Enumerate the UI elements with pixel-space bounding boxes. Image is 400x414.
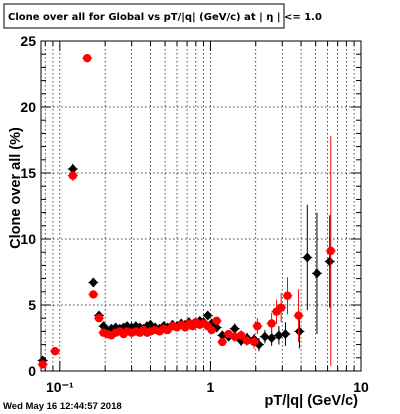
- marker: [50, 347, 60, 356]
- x-tick-label: 1: [207, 379, 215, 395]
- marker: [326, 246, 335, 256]
- marker: [294, 326, 304, 337]
- marker: [212, 316, 221, 326]
- y-tick-label: 25: [20, 33, 36, 49]
- marker: [249, 337, 259, 347]
- data-point: [259, 330, 270, 344]
- chart-title: Clone over all for Global vs pT/|q| (GeV…: [8, 12, 322, 23]
- axis-ticks: [41, 40, 362, 372]
- data-point: [252, 318, 263, 335]
- marker: [325, 256, 335, 267]
- data-point: [280, 322, 291, 346]
- data-point: [236, 330, 247, 341]
- y-tick-label: 0: [28, 363, 36, 379]
- marker: [88, 277, 98, 288]
- marker: [294, 311, 303, 320]
- data-point: [266, 312, 277, 335]
- data-point: [294, 314, 305, 349]
- data-point: [302, 204, 313, 311]
- y-axis-label: Clone over all (%): [8, 127, 24, 249]
- data-point: [276, 293, 287, 323]
- x-tick-labels: 10⁻¹ 1 10: [46, 379, 369, 395]
- marker: [203, 310, 213, 321]
- data-point: [324, 215, 335, 308]
- data-point: [282, 277, 293, 315]
- marker: [82, 53, 92, 63]
- marker: [38, 360, 47, 369]
- y-tick-label: 20: [20, 99, 36, 115]
- marker: [236, 331, 246, 340]
- timestamp: Wed May 16 12:44:57 2018: [3, 401, 122, 412]
- x-tick-label: 10: [353, 379, 369, 395]
- x-tick-label: 10⁻¹: [46, 379, 74, 395]
- marker: [207, 325, 216, 335]
- y-tick-label: 15: [20, 165, 36, 181]
- y-tick-label: 10: [20, 231, 36, 247]
- marker: [218, 337, 227, 347]
- data-point: [249, 335, 260, 349]
- data-point: [211, 316, 222, 326]
- data-series: [37, 53, 336, 369]
- data-point: [229, 323, 240, 335]
- data-point: [88, 290, 99, 299]
- marker: [230, 323, 240, 334]
- marker: [267, 319, 276, 328]
- marker: [276, 303, 286, 312]
- marker: [274, 330, 284, 341]
- marker: [302, 252, 312, 263]
- data-point: [325, 136, 336, 366]
- plot-frame: [40, 40, 362, 372]
- marker: [267, 333, 277, 343]
- data-point: [93, 314, 104, 323]
- data-point: [67, 170, 78, 181]
- data-point: [50, 347, 61, 356]
- data-point: [293, 289, 304, 342]
- data-point: [217, 337, 228, 347]
- title-box: Clone over all for Global vs pT/|q| (GeV…: [3, 3, 322, 29]
- series-2: [37, 53, 336, 369]
- marker: [280, 329, 290, 340]
- marker: [283, 291, 292, 300]
- y-tick-label: 5: [28, 297, 36, 313]
- series-1: [37, 163, 335, 366]
- marker: [253, 321, 262, 331]
- data-point: [37, 360, 48, 369]
- data-point: [202, 310, 213, 321]
- data-point: [88, 277, 99, 288]
- marker: [94, 314, 104, 323]
- marker: [68, 164, 78, 175]
- marker: [68, 171, 78, 180]
- marker: [242, 336, 252, 345]
- marker: [230, 332, 239, 341]
- y-tick-labels: 0 5 10 15 20 25: [20, 33, 36, 379]
- data-point: [206, 325, 217, 335]
- marker: [89, 290, 98, 299]
- x-axis-label: pT/|q| (GeV/c): [264, 393, 358, 409]
- marker: [260, 331, 270, 342]
- marker: [254, 339, 264, 350]
- data-point: [229, 331, 240, 342]
- data-point: [311, 212, 322, 335]
- marker: [312, 268, 322, 279]
- data-point: [82, 53, 93, 63]
